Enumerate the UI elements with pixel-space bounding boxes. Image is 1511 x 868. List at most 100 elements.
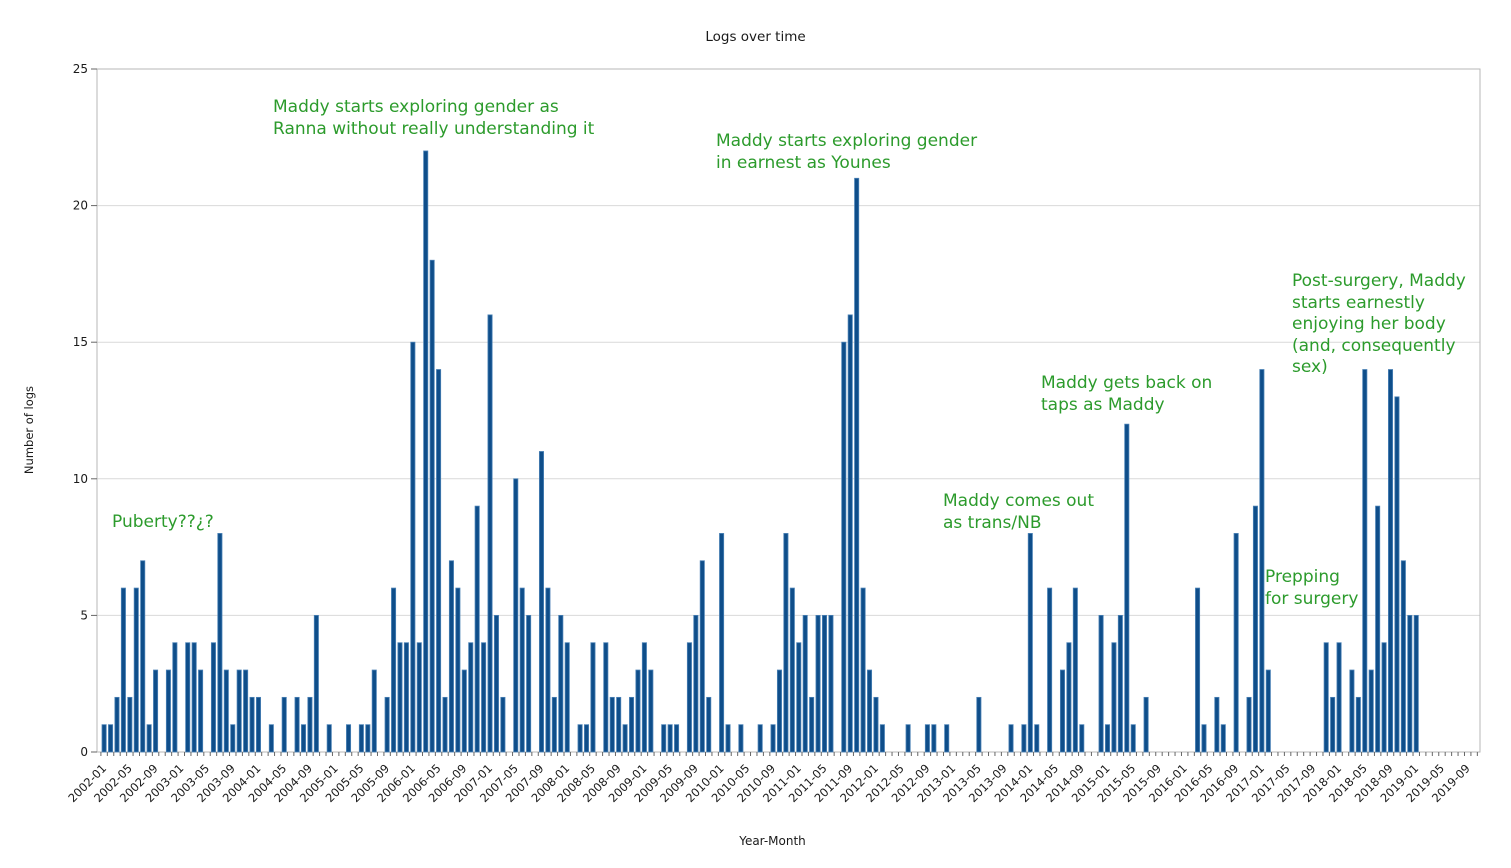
bar-2012-12: [944, 724, 950, 753]
bar-2009-11: [706, 696, 712, 753]
bar-2003-06: [210, 642, 216, 753]
bar-2003-12: [249, 696, 255, 753]
bar-2010-07: [757, 724, 763, 753]
bar-2006-11: [474, 505, 480, 753]
bar-2007-01: [487, 314, 493, 753]
bar-2014-02: [1034, 724, 1040, 753]
bar-2002-12: [172, 642, 178, 753]
bar-2007-12: [558, 615, 564, 753]
bar-2004-07: [294, 696, 300, 753]
bar-2008-03: [577, 724, 583, 753]
bar-2011-12: [867, 669, 873, 753]
bar-2018-09: [1388, 369, 1394, 753]
bar-2013-10: [1008, 724, 1014, 753]
bar-2008-08: [609, 696, 615, 753]
bar-2004-08: [301, 724, 307, 753]
bar-2009-10: [699, 560, 705, 753]
bar-2002-03: [114, 696, 120, 753]
bar-2015-01: [1105, 724, 1111, 753]
annotation-post-surgery: Post-surgery, Maddy starts earnestly enj…: [1292, 271, 1466, 377]
bar-2009-02: [648, 669, 654, 753]
bar-2003-03: [191, 642, 197, 753]
bar-2018-05: [1362, 369, 1368, 753]
bar-2010-02: [725, 724, 731, 753]
bar-2011-09: [847, 314, 853, 753]
bar-2017-11: [1323, 642, 1329, 753]
bar-2002-07: [140, 560, 146, 753]
y-tick-label: 5: [80, 608, 88, 622]
bar-2018-11: [1400, 560, 1406, 753]
bar-2011-08: [841, 341, 847, 753]
annotation-prepping: Prepping for surgery: [1265, 567, 1359, 609]
bar-2017-12: [1330, 696, 1336, 753]
bar-2014-07: [1066, 642, 1072, 753]
bar-2006-05: [436, 369, 442, 753]
bar-2008-07: [603, 642, 609, 753]
bar-2014-06: [1059, 669, 1065, 753]
bar-2018-04: [1355, 696, 1361, 753]
bar-2006-08: [455, 587, 461, 753]
bar-2017-02: [1265, 669, 1271, 753]
bar-2007-11: [551, 696, 557, 753]
bar-2011-10: [854, 177, 860, 753]
bar-2007-07: [526, 615, 532, 753]
bar-2010-01: [719, 533, 725, 753]
bar-2018-01: [1336, 642, 1342, 753]
plot-svg: 05101520252002-012002-052002-092003-0120…: [65, 62, 1481, 805]
bar-2008-05: [590, 642, 596, 753]
bar-2018-12: [1407, 615, 1413, 753]
bar-2010-11: [783, 533, 789, 753]
bar-2011-06: [828, 615, 834, 753]
bar-2011-05: [822, 615, 828, 753]
bar-2011-11: [860, 587, 866, 753]
bar-2012-09: [924, 724, 930, 753]
bar-2006-02: [416, 642, 422, 753]
bar-2002-06: [133, 587, 139, 753]
bar-2011-02: [802, 615, 808, 753]
bar-2002-05: [127, 696, 133, 753]
bar-2014-04: [1047, 587, 1053, 753]
bar-2018-03: [1349, 669, 1355, 753]
bar-2012-01: [873, 696, 879, 753]
bar-2010-09: [770, 724, 776, 753]
annotation-ranna: Maddy starts exploring gender as Ranna w…: [273, 97, 595, 139]
x-axis-title: Year-Month: [739, 834, 806, 848]
bar-2005-11: [397, 642, 403, 753]
bar-2007-10: [545, 587, 551, 753]
bar-2008-12: [635, 669, 641, 753]
annotation-comes-out: Maddy comes out as trans/NB: [943, 491, 1094, 533]
bar-2002-08: [146, 724, 152, 753]
bar-2006-10: [468, 642, 474, 753]
bar-2017-01: [1259, 369, 1265, 753]
bar-2004-01: [255, 696, 261, 753]
bar-2014-08: [1072, 587, 1078, 753]
bar-2014-01: [1027, 533, 1033, 753]
bar-2006-09: [461, 669, 467, 753]
bar-2002-01: [101, 724, 107, 753]
bar-2004-09: [307, 696, 313, 753]
plot-border: [96, 68, 1481, 753]
y-tick-label: 15: [73, 335, 88, 349]
bar-2002-04: [120, 587, 126, 753]
bar-2004-12: [326, 724, 332, 753]
bar-2003-07: [217, 533, 223, 753]
bar-2018-10: [1394, 396, 1400, 753]
bar-2009-08: [686, 642, 692, 753]
y-tick-label: 20: [73, 199, 88, 213]
bar-2002-09: [153, 669, 159, 753]
bar-2011-01: [796, 642, 802, 753]
bar-2009-04: [661, 724, 667, 753]
bar-2005-06: [365, 724, 371, 753]
bar-2005-05: [358, 724, 364, 753]
bar-2018-06: [1368, 669, 1374, 753]
bar-2004-05: [281, 696, 287, 753]
bar-2010-12: [789, 587, 795, 753]
bar-2006-01: [410, 341, 416, 753]
bar-2007-02: [493, 615, 499, 753]
annotation-taps: Maddy gets back on taps as Maddy: [1041, 373, 1213, 415]
bar-2005-12: [403, 642, 409, 753]
bar-2009-06: [674, 724, 680, 753]
bar-2007-03: [500, 696, 506, 753]
y-tick-label: 0: [80, 745, 88, 759]
